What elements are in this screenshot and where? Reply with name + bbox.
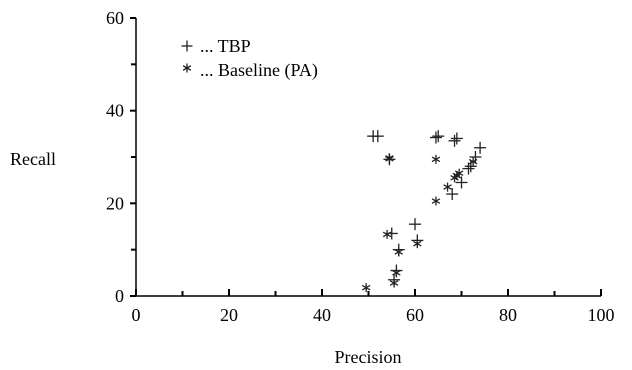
x-tick-label: 40	[313, 305, 331, 325]
point-baseline	[389, 278, 399, 288]
legend-label: ... TBP	[200, 36, 251, 56]
point-baseline	[468, 157, 478, 167]
x-tick-label: 100	[588, 305, 615, 325]
point-baseline	[413, 239, 422, 249]
point-baseline	[431, 154, 441, 164]
legend-asterisk-icon	[182, 63, 192, 73]
point-tbp	[462, 162, 475, 175]
point-baseline	[361, 283, 371, 293]
legend-label: ... Baseline (PA)	[200, 60, 318, 81]
point-tbp	[429, 131, 442, 144]
point-tbp	[448, 134, 461, 147]
point-tbp	[450, 132, 463, 145]
point-tbp	[455, 176, 468, 189]
x-tick-label: 80	[499, 305, 517, 325]
x-tick-label: 0	[132, 305, 141, 325]
y-tick-label: 40	[106, 101, 124, 121]
series-asterisk	[361, 153, 478, 293]
point-baseline	[431, 196, 441, 206]
point-tbp	[371, 130, 384, 143]
point-tbp	[446, 188, 459, 201]
legend-plus-icon	[181, 40, 193, 52]
point-tbp	[409, 218, 421, 231]
point-baseline	[443, 182, 452, 192]
y-tick-label: 0	[115, 286, 124, 306]
point-baseline	[394, 247, 403, 257]
point-baseline	[454, 168, 464, 178]
x-axis-label: Precision	[335, 347, 402, 367]
point-tbp	[432, 130, 445, 143]
ticks	[130, 17, 602, 297]
data-marks	[361, 130, 487, 293]
point-tbp	[474, 141, 487, 154]
tick-labels: 0 20 40 60 80 100 0 20 40 60	[106, 8, 615, 325]
point-baseline	[385, 153, 394, 163]
y-axis-label: Recall	[10, 149, 56, 169]
point-baseline	[382, 229, 392, 239]
y-tick-label: 20	[106, 193, 124, 213]
y-tick-label: 60	[106, 8, 124, 28]
x-tick-label: 20	[220, 305, 238, 325]
series-plus	[367, 130, 487, 286]
x-tick-label: 60	[406, 305, 424, 325]
point-baseline	[392, 268, 401, 278]
legend: ... TBP ... Baseline (PA)	[181, 36, 318, 81]
